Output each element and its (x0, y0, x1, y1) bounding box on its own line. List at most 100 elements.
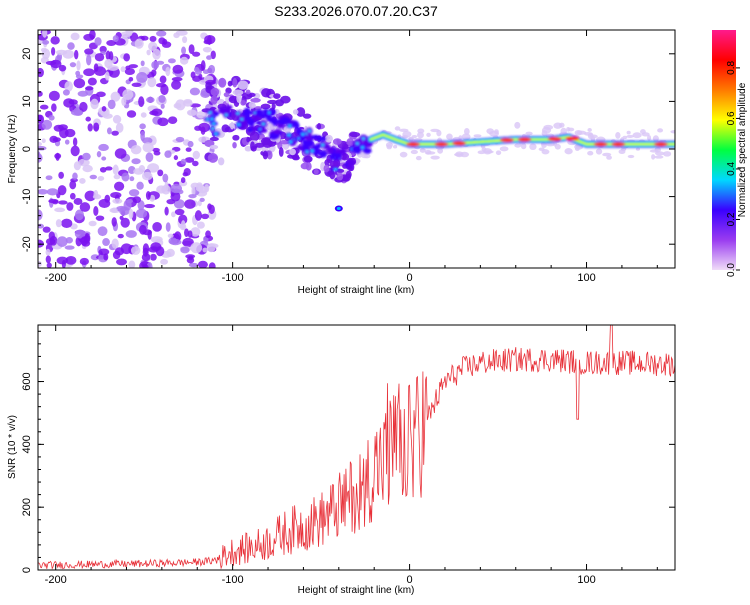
ridge-peak (593, 142, 608, 147)
spectrogram-y-ticks: 20 10 0 -10 -20 (21, 34, 675, 264)
noise-blob (138, 96, 145, 108)
noise-blob (171, 80, 182, 90)
noise-blob (48, 115, 55, 121)
snr-y-tick-label: 600 (21, 372, 33, 390)
halo-blob (417, 131, 424, 139)
noise-blob (103, 253, 109, 261)
noise-blob (232, 134, 240, 141)
noise-blob (323, 164, 330, 173)
halo-blob (473, 134, 482, 138)
ridge-blob (247, 127, 253, 133)
noise-blob (346, 138, 354, 147)
noise-blob (145, 152, 154, 163)
noise-blob (195, 184, 204, 192)
noise-blob (98, 143, 109, 152)
noise-blob (106, 39, 117, 47)
noise-blob (96, 91, 106, 98)
halo-blob (651, 154, 656, 160)
halo-blob (401, 135, 409, 139)
noise-blob (102, 113, 113, 119)
noise-blob (194, 69, 202, 75)
noise-blob (196, 221, 205, 229)
ridge-peak (547, 137, 562, 142)
noise-blob (106, 127, 112, 135)
noise-blob (112, 198, 123, 204)
noise-blob (324, 134, 333, 143)
noise-blob (164, 181, 169, 192)
halo-blob (425, 151, 436, 155)
ridge-core (212, 122, 216, 125)
noise-blob (38, 189, 48, 195)
ridge-peak (499, 138, 514, 143)
noise-blob (179, 56, 189, 65)
noise-blob (38, 141, 42, 147)
halo-blob (576, 130, 587, 135)
noise-blob (130, 32, 139, 43)
noise-blob (95, 215, 105, 221)
noise-blob (146, 49, 151, 56)
ridge-core (360, 146, 364, 149)
noise-blob (48, 198, 59, 204)
noise-blob (130, 246, 141, 255)
halo-blob (654, 146, 661, 153)
noise-blob (180, 246, 190, 254)
halo-blob (430, 128, 440, 133)
noise-blob (70, 109, 83, 116)
halo-blob (399, 128, 409, 133)
noise-blob (96, 151, 102, 158)
noise-blob (101, 106, 107, 112)
noise-blob (166, 248, 175, 257)
noise-blob (50, 59, 62, 69)
noise-blob (149, 35, 157, 42)
noise-blob (327, 170, 333, 176)
ridge-core (361, 137, 365, 140)
ridge-core (237, 123, 241, 126)
ridge-blob (311, 134, 320, 139)
noise-blob (111, 130, 119, 136)
noise-blob (149, 253, 157, 261)
noise-blob (84, 48, 94, 55)
halo-blob (635, 147, 641, 151)
noise-blob (120, 243, 133, 255)
ridge-core (224, 113, 228, 117)
noise-blob (55, 219, 62, 228)
noise-blob (152, 222, 162, 232)
noise-blob (73, 78, 86, 89)
noise-blob (121, 97, 127, 106)
noise-blob (200, 60, 206, 72)
noise-blob (113, 181, 125, 192)
ridge-blob (262, 108, 269, 115)
noise-blob (187, 140, 194, 148)
noise-blob (48, 90, 60, 101)
noise-blob (173, 102, 182, 109)
noise-blob (82, 164, 93, 173)
halo-blob (486, 128, 494, 135)
noise-blob (209, 136, 219, 142)
noise-blob (142, 137, 153, 144)
noise-blob (192, 51, 201, 57)
spectrogram-y-tick-label: -20 (21, 236, 33, 252)
ridge-blob (305, 134, 313, 141)
noise-blob (83, 68, 95, 77)
noise-blob (185, 147, 192, 152)
noise-blob (93, 206, 99, 216)
noise-blob (164, 206, 169, 216)
ridge-peak (611, 142, 626, 147)
noise-blob (205, 230, 211, 239)
ridge-core (307, 129, 311, 133)
halo-blob (399, 151, 408, 158)
ridge-peak (517, 137, 532, 142)
ridge-blob (269, 109, 276, 116)
noise-blob (99, 166, 107, 173)
ridge-core (288, 124, 292, 128)
noise-blob (79, 101, 88, 113)
ridge-blob (268, 116, 277, 123)
noise-blob (136, 181, 144, 190)
noise-blob (228, 95, 239, 104)
noise-blob (51, 103, 57, 112)
noise-blob (237, 80, 249, 90)
spectrogram-y-tick-label: 0 (21, 146, 33, 152)
noise-blob (225, 95, 231, 104)
